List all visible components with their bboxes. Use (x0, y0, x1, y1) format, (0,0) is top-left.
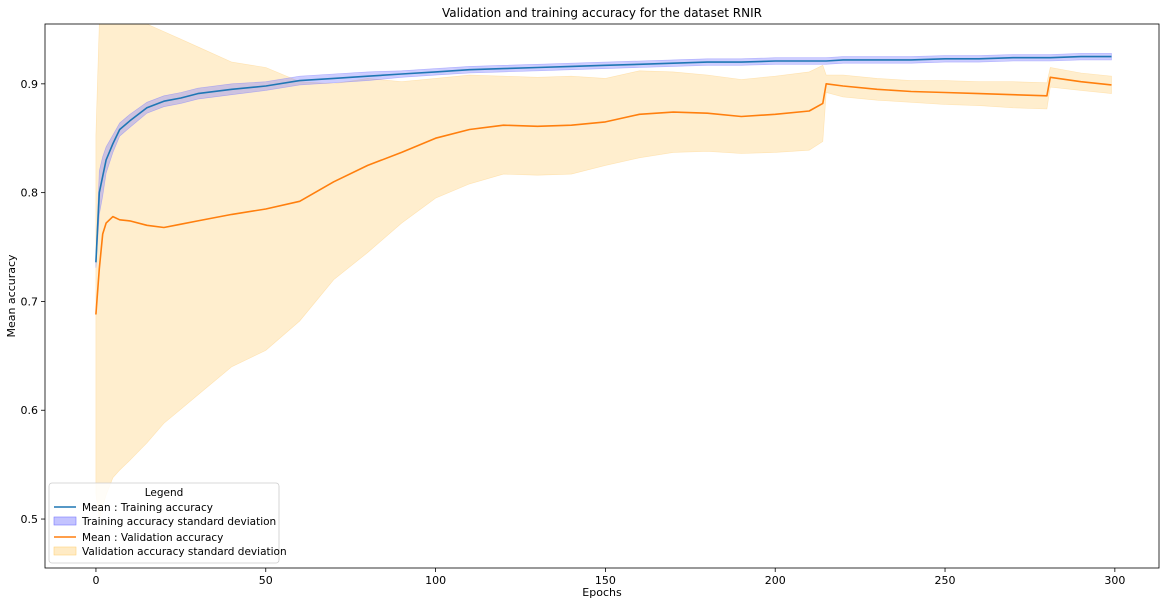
y-tick-label: 0.7 (21, 295, 39, 308)
chart-title: Validation and training accuracy for the… (442, 6, 762, 20)
legend-entry-validation-std: Validation accuracy standard deviation (82, 546, 287, 558)
plot-frame (44, 23, 1160, 569)
x-tick-label: 150 (595, 574, 616, 587)
validation-mean-line (95, 76, 1112, 315)
validation-std-band (95, 23, 1112, 520)
legend-entry-validation-mean: Mean : Validation accuracy (82, 532, 223, 544)
legend-swatch-validation-band (53, 546, 77, 556)
x-tick-label: 250 (935, 574, 956, 587)
training-mean-line (95, 55, 1112, 263)
x-axis-ticks: 0 50 100 150 200 250 300 (92, 568, 1125, 587)
x-tick-label: 300 (1104, 574, 1125, 587)
std-bands (95, 23, 1112, 520)
x-tick-label: 50 (259, 574, 273, 587)
training-std-band (95, 53, 1112, 268)
y-tick-label: 0.8 (21, 187, 39, 200)
legend-entry-training-std: Training accuracy standard deviation (81, 516, 276, 528)
x-tick-label: 0 (92, 574, 99, 587)
legend-entry-training-mean: Mean : Training accuracy (82, 502, 213, 514)
mean-lines (95, 55, 1112, 315)
x-tick-label: 100 (425, 574, 446, 587)
y-axis-ticks: 0.5 0.6 0.7 0.8 0.9 (21, 78, 45, 526)
x-axis-label: Epochs (582, 586, 622, 599)
x-tick-label: 200 (765, 574, 786, 587)
y-tick-label: 0.9 (21, 78, 39, 91)
legend-swatch-training-band (53, 516, 77, 526)
y-tick-label: 0.6 (21, 404, 39, 417)
y-axis-label: Mean accuracy (5, 254, 18, 338)
legend-title: Legend (145, 487, 184, 499)
legend-frame (48, 482, 280, 564)
y-tick-label: 0.5 (21, 513, 39, 526)
legend: Legend Mean : Training accuracy Training… (48, 482, 287, 564)
